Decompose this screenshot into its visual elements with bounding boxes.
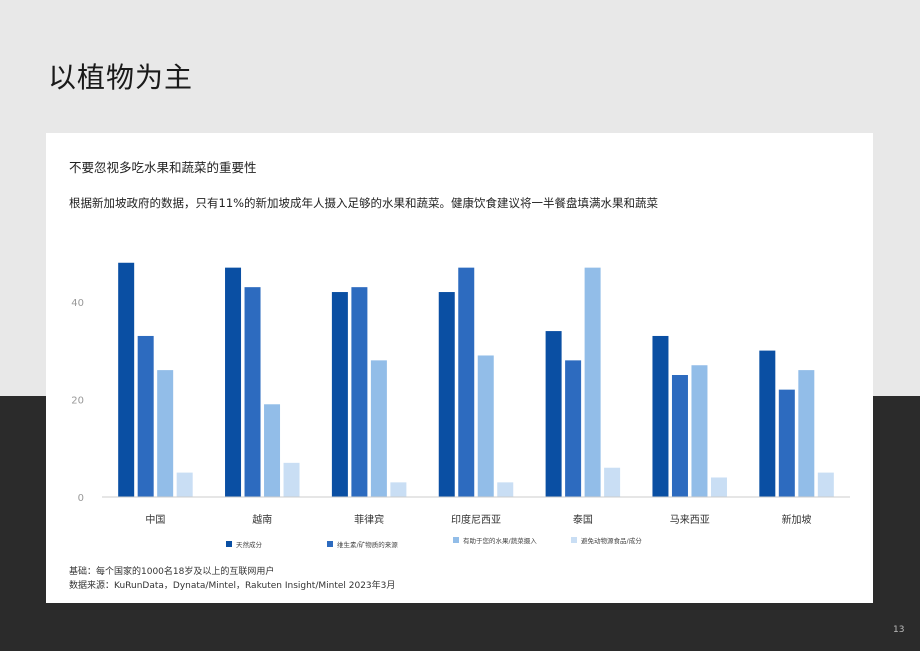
bar (244, 287, 261, 497)
bar (477, 355, 494, 497)
bar (671, 375, 688, 497)
bar (798, 370, 815, 497)
bar (351, 287, 368, 497)
category-label: 中国 (145, 513, 165, 526)
bar (759, 350, 776, 497)
category-label: 新加坡 (782, 513, 812, 526)
card-description: 根据新加坡政府的数据，只有11%的新加坡成年人摄入足够的水果和蔬菜。健康饮食建议… (69, 196, 659, 210)
legend-label: 有助于您的水果/蔬菜摄入 (463, 536, 537, 545)
y-tick-label: 20 (71, 395, 84, 406)
bar (157, 370, 174, 497)
legend-label: 避免动物源食品/成分 (581, 536, 642, 545)
y-tick-label: 0 (78, 493, 84, 504)
bar (283, 462, 300, 497)
footnote-base: 基础：每个国家的1000名18岁及以上的互联网用户 (69, 567, 275, 577)
bar (390, 482, 407, 497)
bar (497, 482, 514, 497)
bar (176, 472, 193, 497)
footnote: 基础：每个国家的1000名18岁及以上的互联网用户 数据来源：KuRunData… (69, 565, 395, 593)
bar (691, 365, 708, 497)
bar (778, 389, 795, 497)
bar (817, 472, 834, 497)
category-label: 菲律宾 (354, 513, 384, 526)
bar (458, 267, 475, 497)
card-title: 不要忽视多吃水果和蔬菜的重要性 (69, 160, 257, 175)
legend-label: 天然成分 (236, 540, 263, 549)
legend-swatch (571, 537, 577, 543)
legend-swatch (453, 537, 459, 543)
category-label: 马来西亚 (670, 514, 710, 526)
bar (652, 335, 669, 497)
bar (545, 331, 562, 497)
legend-swatch (226, 541, 232, 547)
legend-label: 维生素/矿物质的来源 (337, 540, 398, 549)
bar (370, 360, 387, 497)
legend-swatch (327, 541, 333, 547)
bar (710, 477, 727, 497)
bar (331, 292, 348, 497)
chart-card: 不要忽视多吃水果和蔬菜的重要性 根据新加坡政府的数据，只有11%的新加坡成年人摄… (46, 133, 873, 603)
page-number: 13 (893, 625, 905, 635)
bar (264, 404, 281, 497)
bar (438, 292, 455, 497)
footnote-source: 数据来源：KuRunData，Dynata/Mintel，Rakuten Ins… (69, 581, 396, 591)
bar (604, 467, 621, 497)
category-label: 印度尼西亚 (451, 513, 501, 526)
category-label: 越南 (252, 513, 272, 526)
bar (584, 267, 601, 497)
bar (118, 262, 135, 497)
y-tick-label: 40 (71, 298, 84, 309)
category-label: 泰国 (573, 513, 593, 526)
bar (137, 335, 154, 497)
bar (565, 360, 582, 497)
bar (225, 267, 242, 497)
page-title: 以植物为主 (48, 61, 194, 94)
